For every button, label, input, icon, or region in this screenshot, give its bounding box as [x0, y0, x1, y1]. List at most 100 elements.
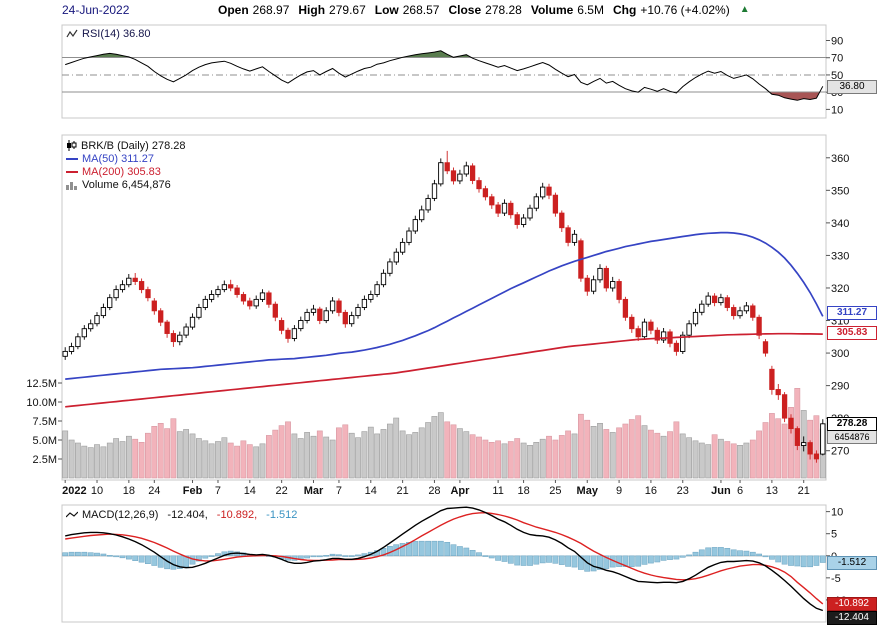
ma50-line — [65, 231, 824, 380]
svg-text:-5: -5 — [831, 573, 841, 585]
svg-text:Jun: Jun — [711, 485, 731, 497]
svg-text:10.0M: 10.0M — [26, 397, 57, 409]
svg-text:18: 18 — [123, 485, 135, 497]
svg-text:340: 340 — [831, 218, 849, 230]
macd-signal-badge: -10.892 — [827, 597, 877, 611]
ma200-line — [65, 332, 823, 408]
svg-text:21: 21 — [396, 485, 408, 497]
svg-text:13: 13 — [766, 485, 778, 497]
volume-value-badge: 6454876 — [827, 430, 877, 444]
volume-legend-label: Volume 6,454,876 — [82, 178, 171, 191]
svg-text:9: 9 — [616, 485, 622, 497]
rsi-plot: 9070503010 — [62, 36, 843, 116]
rsi-value-badge: 36.80 — [827, 80, 877, 94]
svg-text:2022: 2022 — [62, 485, 86, 497]
ma50-label: MA(50) 311.27 — [82, 152, 154, 165]
svg-text:320: 320 — [831, 283, 849, 295]
svg-text:70: 70 — [831, 53, 843, 65]
svg-text:350: 350 — [831, 185, 849, 197]
volume-legend-row: Volume 6,454,876 — [66, 178, 186, 191]
svg-text:330: 330 — [831, 250, 849, 262]
svg-text:May: May — [577, 485, 599, 497]
open-value: 268.97 — [252, 2, 290, 17]
price-legend: BRK/B (Daily) 278.28 MA(50) 311.27 MA(20… — [66, 139, 186, 191]
rsi-line — [65, 50, 824, 101]
svg-text:28: 28 — [428, 485, 440, 497]
svg-text:Mar: Mar — [304, 485, 324, 497]
rsi-legend: RSI(14) 36.80 — [66, 27, 150, 40]
high-value: 279.67 — [329, 2, 366, 17]
open-field: Open 268.97 — [218, 3, 289, 17]
close-field: Close 278.28 — [448, 3, 521, 17]
svg-text:14: 14 — [244, 485, 256, 497]
svg-text:10: 10 — [831, 507, 843, 519]
ma200-label: MA(200) 305.83 — [82, 165, 161, 178]
high-label: High — [298, 2, 326, 17]
svg-text:Apr: Apr — [450, 485, 470, 497]
change-label: Chg — [612, 2, 637, 17]
close-value: 278.28 — [485, 2, 522, 17]
volume-field: Volume 6.5M — [531, 3, 604, 17]
panel-frames — [61, 24, 827, 623]
volume-label: Volume — [530, 2, 574, 17]
svg-text:12.5M: 12.5M — [26, 378, 57, 390]
svg-text:290: 290 — [831, 381, 849, 393]
macd-main-line — [65, 506, 824, 612]
svg-text:11: 11 — [492, 485, 503, 497]
symbol-legend-row: BRK/B (Daily) 278.28 — [66, 139, 186, 152]
svg-text:90: 90 — [831, 36, 843, 48]
volume-bars-icon — [66, 181, 77, 190]
svg-text:5: 5 — [831, 529, 837, 541]
macd-histogram — [62, 540, 826, 572]
svg-text:5.0M: 5.0M — [33, 435, 57, 447]
macd-signal-line — [65, 511, 824, 605]
macd-legend: MACD(12,26,9) -12.404, -10.892, -1.512 — [66, 508, 297, 521]
close-label: Close — [448, 2, 482, 17]
macd-icon — [66, 511, 78, 517]
svg-text:270: 270 — [831, 446, 849, 458]
open-label: Open — [218, 2, 249, 17]
low-value: 268.57 — [402, 2, 440, 17]
svg-text:25: 25 — [549, 485, 561, 497]
date-label: 24-Jun-2022 — [62, 2, 130, 17]
svg-text:10: 10 — [91, 485, 103, 497]
macd-title: MACD(12,26,9) — [82, 508, 159, 521]
rsi-icon — [66, 29, 78, 37]
ma200-value-badge: 305.83 — [827, 326, 877, 340]
svg-text:16: 16 — [645, 485, 657, 497]
svg-text:10: 10 — [831, 104, 843, 116]
low-label: Low — [374, 2, 399, 17]
chart-header: 24-Jun-2022 Open 268.97 High 279.67 Low 268… — [62, 1, 750, 18]
ma200-legend-row: MA(200) 305.83 — [66, 165, 186, 178]
last-price-badge: 278.28 — [827, 417, 877, 431]
svg-text:6: 6 — [737, 485, 743, 497]
svg-text:24: 24 — [148, 485, 160, 497]
svg-text:22: 22 — [276, 485, 288, 497]
svg-text:360: 360 — [831, 153, 849, 165]
svg-text:7: 7 — [215, 485, 221, 497]
ma50-value-badge: 311.27 — [827, 306, 877, 320]
ma50-legend-row: MA(50) 311.27 — [66, 152, 186, 165]
svg-text:7: 7 — [336, 485, 342, 497]
volume-axis: 12.5M 10.0M 7.5M 5.0M 2.5M — [26, 378, 62, 466]
volume-value: 6.5M — [577, 2, 604, 17]
macd-lines — [65, 506, 824, 612]
candlestick-icon — [67, 140, 77, 151]
svg-text:300: 300 — [831, 348, 849, 360]
volume-bars — [62, 387, 826, 479]
svg-text:7.5M: 7.5M — [33, 416, 57, 428]
macd-hist-badge: -1.512 — [827, 556, 877, 570]
rsi-label: RSI(14) 36.80 — [82, 27, 151, 40]
svg-text:18: 18 — [517, 485, 529, 497]
svg-text:50: 50 — [831, 70, 843, 82]
rsi-overbought-fill — [65, 50, 823, 58]
low-field: Low 268.57 — [375, 3, 440, 17]
ma50-line-icon — [66, 157, 78, 160]
svg-text:21: 21 — [798, 485, 810, 497]
macd-signal-value: -10.892, — [216, 508, 258, 521]
svg-text:Feb: Feb — [183, 485, 203, 497]
high-field: High 279.67 — [298, 3, 365, 17]
ma200-line-icon — [66, 170, 78, 173]
